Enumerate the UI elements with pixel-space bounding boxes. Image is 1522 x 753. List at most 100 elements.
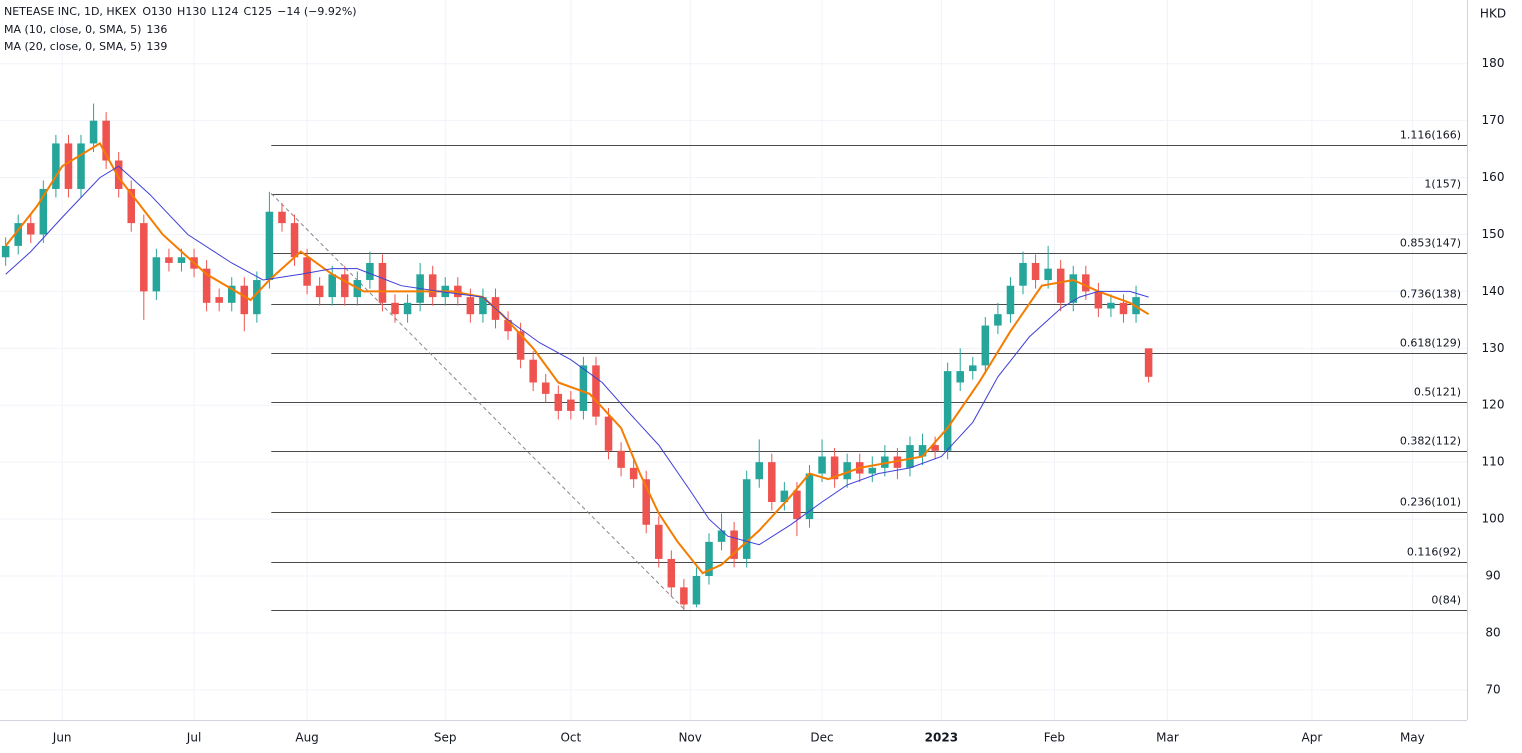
candle-body xyxy=(127,188,136,224)
fib-label: 0.5(121) xyxy=(1414,386,1461,399)
candle-body xyxy=(604,416,613,451)
candle-body xyxy=(52,143,60,189)
legend: NETEASE INC, 1D, HKEX O130 H130 L124 C125 −1… xyxy=(4,5,357,53)
fib-label: 0.236(101) xyxy=(1400,496,1461,509)
candle-body xyxy=(391,302,399,315)
ohlc-value: H130 xyxy=(177,5,206,18)
y-tick-label: 80 xyxy=(1485,625,1500,639)
candle-body xyxy=(278,211,286,224)
legend-value: 139 xyxy=(146,40,167,53)
candle-body xyxy=(454,285,462,298)
candle-body xyxy=(541,382,550,394)
candle-body xyxy=(981,325,990,366)
candle-body xyxy=(655,524,663,559)
y-tick-label: 130 xyxy=(1482,341,1505,355)
fib-label: 0.618(129) xyxy=(1400,337,1461,350)
candle-body xyxy=(780,490,789,503)
moving-average xyxy=(5,165,1149,546)
candle-body xyxy=(114,160,123,189)
candle-body xyxy=(918,445,927,457)
candle-body xyxy=(968,365,977,372)
candle-body xyxy=(165,257,173,263)
x-tick-label: May xyxy=(1400,731,1425,745)
candle-body xyxy=(956,371,964,383)
candle-body xyxy=(14,223,22,246)
candle-body xyxy=(629,467,638,480)
x-tick-label: 2023 xyxy=(925,731,958,745)
x-tick-label: Sep xyxy=(434,731,457,745)
candle-body xyxy=(554,393,563,411)
candle-body xyxy=(730,530,738,559)
y-tick-label: 120 xyxy=(1482,398,1505,412)
candle-body xyxy=(755,462,764,480)
y-tick-label: 100 xyxy=(1482,512,1505,526)
fib-label: 1(157) xyxy=(1424,178,1461,191)
candle-body xyxy=(768,462,776,503)
candle-body xyxy=(39,188,48,235)
x-tick-label: Jun xyxy=(52,731,72,745)
candle-body xyxy=(466,297,475,315)
candle-body xyxy=(303,257,311,286)
ohlc-value: O130 xyxy=(142,5,172,18)
candle-body xyxy=(240,285,249,315)
candle-body xyxy=(516,331,525,360)
legend-entry: MA (10, close, 0, SMA, 5) xyxy=(4,23,141,36)
candle-body xyxy=(152,257,161,292)
candle-body xyxy=(89,120,98,144)
candle-body xyxy=(177,257,186,263)
candle-body xyxy=(1056,268,1065,303)
candle-body xyxy=(504,319,512,332)
x-tick-label: Feb xyxy=(1044,731,1065,745)
candle-body xyxy=(64,143,73,189)
x-tick-label: Mar xyxy=(1156,731,1179,745)
candle-body xyxy=(931,445,939,451)
candle-body xyxy=(1069,274,1078,303)
fib-label: 0.736(138) xyxy=(1400,288,1461,301)
y-tick-label: 160 xyxy=(1482,170,1505,184)
candle-body xyxy=(943,371,952,451)
candle-body xyxy=(868,467,877,474)
y-tick-label: 90 xyxy=(1485,569,1500,583)
candle-body xyxy=(428,274,437,298)
ohlc-value: C125 xyxy=(243,5,272,18)
candle-body xyxy=(680,587,688,605)
candle-body xyxy=(341,274,349,298)
y-tick-label: 150 xyxy=(1482,227,1505,241)
fib-label: 0(84) xyxy=(1431,594,1461,607)
fib-label: 0.116(92) xyxy=(1407,546,1461,559)
candle-body xyxy=(717,530,726,542)
moving-average xyxy=(4,142,1150,575)
candle-body xyxy=(1,245,10,258)
candle-body xyxy=(881,456,889,468)
candle-body xyxy=(253,280,261,315)
candle-body xyxy=(1144,348,1153,377)
y-tick-label: 70 xyxy=(1485,682,1500,696)
unit-label: HKD xyxy=(1480,7,1506,21)
candle-body xyxy=(227,285,236,303)
candle-body xyxy=(1044,268,1052,281)
candle-body xyxy=(1031,262,1040,281)
candle-body xyxy=(366,262,374,281)
candle-body xyxy=(793,490,801,520)
grid xyxy=(0,0,1467,720)
y-tick-label: 180 xyxy=(1482,56,1505,70)
candle-body xyxy=(1094,291,1103,309)
y-tick-label: 170 xyxy=(1482,113,1505,127)
candle-body xyxy=(479,297,487,315)
symbol: NETEASE INC, 1D, HKEX xyxy=(4,5,137,18)
candle-body xyxy=(1082,274,1090,292)
candle-body xyxy=(1107,302,1115,309)
price-change: −14 (−9.92%) xyxy=(277,5,356,18)
candle-body xyxy=(27,223,35,235)
ohlc-value: L124 xyxy=(211,5,238,18)
y-tick-label: 140 xyxy=(1482,284,1505,298)
candle-body xyxy=(705,541,713,576)
x-tick-label: Nov xyxy=(678,731,701,745)
candle-body xyxy=(403,302,412,315)
candle-body xyxy=(667,558,676,588)
candle-body xyxy=(1119,302,1128,315)
candle-body xyxy=(567,399,575,411)
fib-label: 0.382(112) xyxy=(1400,435,1461,448)
fib-label: 0.853(147) xyxy=(1400,237,1461,250)
